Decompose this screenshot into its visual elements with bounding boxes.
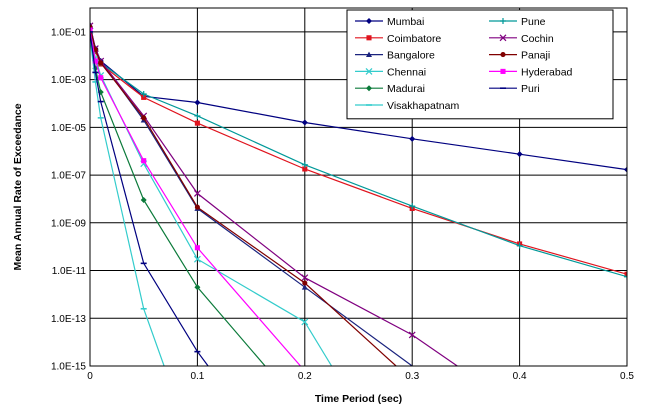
legend-label: Cochin <box>521 33 554 45</box>
data-point <box>98 75 104 81</box>
legend-label: Pune <box>521 16 546 28</box>
data-point <box>366 35 372 41</box>
data-point <box>302 166 308 172</box>
y-tick-label: 1.0E-01 <box>51 27 86 38</box>
data-point <box>516 151 523 158</box>
series-puri <box>90 31 209 366</box>
data-point <box>302 280 308 286</box>
data-point <box>141 115 147 121</box>
legend-label: Panaji <box>521 50 550 62</box>
y-tick-label: 1.0E-11 <box>52 266 87 277</box>
data-point <box>140 90 147 97</box>
data-point <box>194 204 200 210</box>
data-point <box>365 67 373 75</box>
legend-box <box>346 9 614 120</box>
legend-item-mumbai: Mumbai <box>355 16 424 28</box>
data-point <box>194 112 201 119</box>
y-tick-label: 1.0E-05 <box>51 123 86 134</box>
legend-item-madurai: Madurai <box>355 83 425 95</box>
x-tick-label: 0.1 <box>190 371 204 382</box>
legend-label: Mumbai <box>387 16 424 28</box>
data-point <box>516 242 523 249</box>
legend-item-chennai: Chennai <box>355 66 426 78</box>
plot-area-frame <box>89 7 628 367</box>
data-point <box>301 274 309 282</box>
legend-item-coimbatore: Coimbatore <box>355 33 441 45</box>
series-hyderabad <box>90 27 301 366</box>
data-point <box>141 158 147 164</box>
legend-item-pune: Pune <box>489 16 546 28</box>
legend-item-visakhapatnam: Visakhapatnam <box>355 100 459 112</box>
data-point <box>194 120 200 126</box>
x-tick-label: 0 <box>87 371 93 382</box>
legend: Mumbai Coimbatore Bangalore Chennai Madurai V… <box>346 9 614 120</box>
data-point <box>194 284 201 291</box>
legend-item-puri: Puri <box>489 83 540 95</box>
data-point <box>92 58 98 64</box>
series-line <box>90 29 301 366</box>
legend-item-panaji: Panaji <box>489 50 550 62</box>
legend-label: Visakhapatnam <box>387 100 459 112</box>
y-tick-label: 1.0E-09 <box>51 218 86 229</box>
legend-label: Hyderabad <box>521 66 573 78</box>
x-axis-ticks: 0 0.1 0.2 0.3 0.4 0.5 <box>87 371 634 382</box>
series-line <box>90 31 209 366</box>
y-tick-label: 1.0E-13 <box>51 314 86 325</box>
data-point <box>90 27 93 33</box>
data-point <box>301 119 308 126</box>
data-point <box>193 255 201 263</box>
data-point <box>624 273 627 280</box>
data-point <box>500 68 506 74</box>
data-point <box>624 166 627 173</box>
data-point <box>500 18 506 24</box>
y-axis-title: Mean Annual Rate of Exceedance <box>12 103 24 270</box>
data-point <box>366 85 372 92</box>
data-point <box>500 52 506 58</box>
series-chennai <box>90 27 333 366</box>
x-axis-title: Time Period (sec) <box>315 393 402 405</box>
x-tick-label: 0.2 <box>298 371 312 382</box>
y-tick-label: 1.0E-03 <box>51 75 86 86</box>
data-point <box>624 271 627 277</box>
data-point <box>301 284 308 290</box>
data-point <box>194 245 200 251</box>
data-point <box>140 197 147 204</box>
series-visakhapatnam <box>90 36 165 366</box>
data-point <box>366 18 372 24</box>
x-tick-label: 0.5 <box>620 371 634 382</box>
legend-label: Chennai <box>387 66 426 78</box>
data-point <box>409 135 416 142</box>
data-point <box>141 94 147 100</box>
data-point <box>499 34 507 42</box>
x-tick-label: 0.3 <box>405 371 419 382</box>
legend-label: Madurai <box>387 83 425 95</box>
data-point <box>193 190 201 197</box>
data-point <box>301 318 309 326</box>
series-layer <box>90 21 627 366</box>
legend-label: Puri <box>521 83 540 95</box>
data-point <box>366 51 372 57</box>
y-tick-label: 1.0E-15 <box>51 362 86 373</box>
legend-label: Bangalore <box>387 50 435 62</box>
legend-item-cochin: Cochin <box>489 33 554 45</box>
data-point <box>409 203 416 210</box>
legend-label: Coimbatore <box>387 33 441 45</box>
y-tick-label: 1.0E-07 <box>51 171 86 182</box>
x-tick-label: 0.4 <box>513 371 527 382</box>
data-point <box>301 161 308 168</box>
data-point <box>98 60 104 66</box>
y-axis-ticks: 1.0E-01 1.0E-03 1.0E-05 1.0E-07 1.0E-09 1.0E-… <box>51 27 86 372</box>
data-point <box>408 331 416 339</box>
data-point <box>194 99 201 106</box>
legend-item-hyderabad: Hyderabad <box>489 66 573 78</box>
legend-item-bangalore: Bangalore <box>355 50 435 62</box>
